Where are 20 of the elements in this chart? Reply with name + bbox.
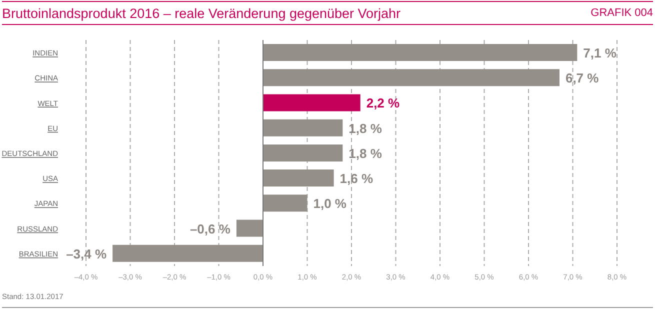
text: GRAFIK 004 [590, 7, 653, 19]
bar [263, 94, 360, 112]
bar [263, 170, 334, 187]
bar [263, 69, 560, 86]
data-label: 7,1 % [583, 46, 617, 60]
bar [112, 244, 263, 262]
data-label: 1,6 % [340, 171, 374, 186]
data-label: –0,6 % [190, 221, 231, 236]
data-label: 2,2 % [366, 96, 400, 111]
data-label: –3,4 % [66, 246, 107, 262]
bar [263, 144, 343, 162]
data-label: 6,7 % [565, 70, 600, 86]
bar [263, 44, 578, 61]
chart-title: Bruttoinlandsprodukt 2016 – reale Veränderung gegenüber Vorjahr [2, 6, 401, 20]
data-label: 1,8 % [348, 120, 382, 136]
bar [263, 119, 343, 136]
bar [236, 220, 263, 237]
data-label: 1,8 % [348, 146, 382, 161]
data-label: 1,0 % [313, 196, 347, 212]
bar [263, 194, 308, 212]
